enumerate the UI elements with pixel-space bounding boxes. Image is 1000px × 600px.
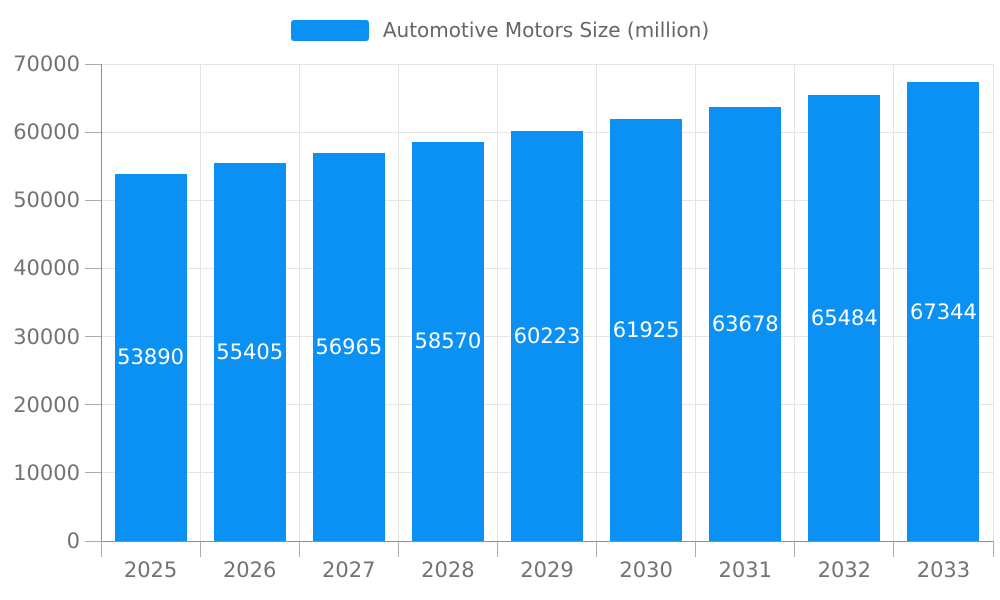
y-axis-label: 60000 bbox=[13, 120, 80, 145]
y-axis-tick bbox=[85, 131, 101, 133]
y-axis-tick bbox=[85, 404, 101, 406]
gridline-vertical bbox=[596, 64, 598, 541]
y-axis-tick bbox=[85, 472, 101, 474]
x-axis-line bbox=[101, 540, 993, 542]
gridline-vertical bbox=[695, 64, 697, 541]
y-axis-label: 0 bbox=[66, 529, 80, 553]
x-axis-label: 2026 bbox=[222, 558, 277, 582]
x-axis-label: 2027 bbox=[322, 558, 376, 582]
bar: 67344 bbox=[907, 82, 980, 541]
gridline-horizontal bbox=[101, 63, 993, 65]
bar: 53890 bbox=[114, 173, 187, 541]
gridline-vertical bbox=[794, 64, 796, 541]
bar: 63678 bbox=[709, 107, 782, 541]
x-axis-tick bbox=[496, 541, 498, 557]
x-axis-label: 2028 bbox=[421, 558, 475, 582]
bar-value-label: 65484 bbox=[810, 305, 878, 330]
x-axis-tick bbox=[893, 541, 895, 557]
y-axis-tick bbox=[85, 267, 101, 269]
x-axis-tick bbox=[992, 541, 994, 557]
y-axis-tick bbox=[85, 540, 101, 542]
y-axis-label: 40000 bbox=[13, 256, 80, 281]
bar-value-label: 55405 bbox=[216, 340, 284, 365]
x-axis-label: 2033 bbox=[916, 558, 971, 582]
x-axis-tick bbox=[596, 541, 598, 557]
gridline-vertical bbox=[992, 64, 994, 541]
x-axis-tick bbox=[100, 541, 102, 557]
bar: 58570 bbox=[411, 141, 484, 541]
x-axis-label: 2030 bbox=[619, 558, 673, 582]
bar-value-label: 60223 bbox=[513, 323, 581, 348]
bar-value-label: 53890 bbox=[117, 345, 184, 370]
y-axis-tick bbox=[85, 63, 101, 65]
bar-value-label: 63678 bbox=[711, 312, 779, 337]
x-axis-tick bbox=[199, 541, 201, 557]
bar: 61925 bbox=[610, 119, 683, 541]
y-axis-label: 20000 bbox=[13, 392, 80, 417]
bar-value-label: 61925 bbox=[612, 318, 680, 342]
legend-label: Automotive Motors Size (million) bbox=[382, 18, 710, 42]
bar: 55405 bbox=[213, 163, 286, 541]
y-axis-tick bbox=[85, 199, 101, 201]
y-axis-line bbox=[100, 64, 102, 541]
chart-legend[interactable]: Automotive Motors Size (million) bbox=[0, 18, 1000, 42]
y-axis-label: 30000 bbox=[13, 324, 80, 349]
gridline-vertical bbox=[298, 64, 300, 541]
y-axis-label: 50000 bbox=[13, 188, 80, 213]
x-axis-tick bbox=[794, 541, 796, 557]
bar: 65484 bbox=[808, 94, 881, 541]
x-axis-label: 2031 bbox=[718, 558, 772, 582]
bar-value-label: 58570 bbox=[414, 329, 482, 354]
gridline-vertical bbox=[397, 64, 399, 541]
legend-swatch-icon bbox=[290, 19, 369, 41]
y-axis-label: 10000 bbox=[13, 460, 80, 485]
x-axis-label: 2032 bbox=[817, 558, 872, 582]
gridline-vertical bbox=[893, 64, 895, 541]
y-axis-label: 70000 bbox=[13, 52, 80, 76]
x-axis-tick bbox=[695, 541, 697, 557]
bar-value-label: 67344 bbox=[910, 299, 977, 324]
bar-value-label: 56965 bbox=[315, 334, 383, 359]
x-axis-label: 2025 bbox=[123, 558, 178, 582]
y-axis-tick bbox=[85, 336, 101, 338]
x-axis-label: 2029 bbox=[520, 558, 574, 582]
bar: 56965 bbox=[312, 152, 385, 541]
x-axis-tick bbox=[298, 541, 300, 557]
bar: 60223 bbox=[511, 130, 583, 541]
gridline-vertical bbox=[199, 64, 201, 541]
x-axis-tick bbox=[397, 541, 399, 557]
gridline-vertical bbox=[496, 64, 498, 541]
